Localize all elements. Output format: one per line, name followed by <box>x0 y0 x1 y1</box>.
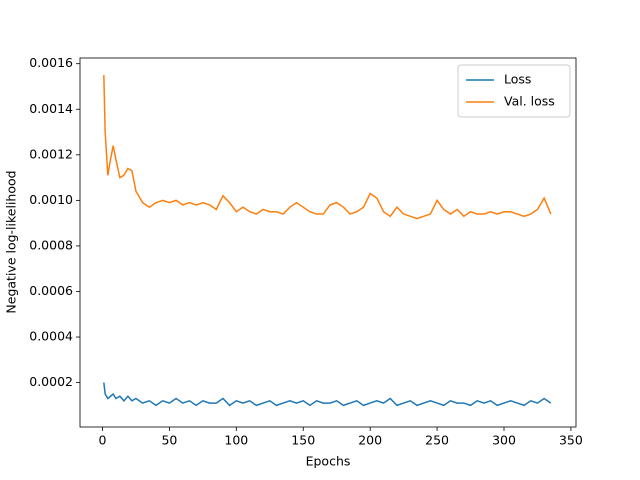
y-tick-label: 0.0016 <box>29 55 73 70</box>
x-tick-label: 0 <box>99 433 107 448</box>
legend-box <box>457 64 571 118</box>
y-tick-label: 0.0002 <box>29 374 73 389</box>
x-tick-label: 250 <box>425 433 449 448</box>
x-axis-label: Epochs <box>306 454 351 469</box>
y-tick-label: 0.0008 <box>29 237 73 252</box>
y-tick-label: 0.0006 <box>29 283 73 298</box>
x-tick-label: 100 <box>224 433 248 448</box>
x-tick-label: 300 <box>492 433 516 448</box>
legend-label: Loss <box>504 72 531 87</box>
y-tick-label: 0.0014 <box>29 101 73 116</box>
x-tick-label: 150 <box>291 433 315 448</box>
data-line <box>103 75 552 220</box>
y-tick-label: 0.0004 <box>29 329 73 344</box>
x-tick-label: 350 <box>559 433 583 448</box>
x-tick-label: 50 <box>161 433 177 448</box>
data-line <box>103 382 552 407</box>
legend-label: Val. loss <box>504 94 555 109</box>
y-axis-label: Negative log-likelihood <box>4 170 19 313</box>
y-tick-label: 0.0012 <box>29 146 73 161</box>
x-tick-label: 200 <box>358 433 382 448</box>
y-tick-label: 0.0010 <box>29 192 73 207</box>
axes-frame <box>79 57 577 428</box>
